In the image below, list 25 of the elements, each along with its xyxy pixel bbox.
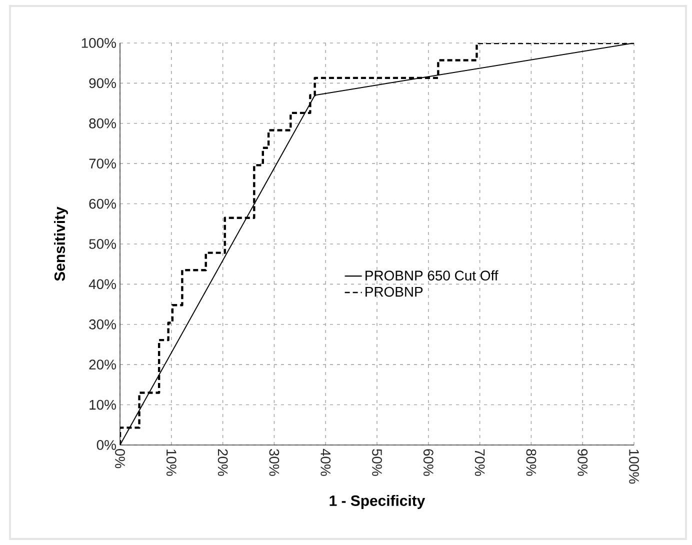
x-axis-title: 1 - Specificity — [330, 495, 426, 509]
y-tick-label: 20% — [89, 360, 116, 370]
y-tick-label: 60% — [89, 198, 116, 209]
y-tick-label: 90% — [89, 78, 116, 88]
x-tick-label: 90% — [578, 449, 588, 476]
y-axis-title: Sensitivity — [54, 206, 68, 281]
legend-label: PROBNP — [366, 286, 423, 297]
x-tick-label: 60% — [423, 449, 434, 476]
x-tick-label: 80% — [526, 449, 536, 476]
x-tick-label: 100% — [629, 450, 639, 484]
y-tick-label: 80% — [89, 118, 116, 128]
x-tick-label: 20% — [218, 449, 228, 476]
x-tick-label: 50% — [372, 449, 382, 476]
y-tick-label: 70% — [89, 158, 116, 169]
x-tick-label: 30% — [269, 449, 280, 476]
y-tick-label: 0% — [96, 440, 116, 450]
x-tick-label: 10% — [166, 450, 176, 476]
y-tick-label: 50% — [89, 239, 116, 249]
x-tick-label: 70% — [474, 449, 485, 476]
legend-label: PROBNP 650 Cut Off — [366, 270, 498, 281]
x-tick-label: 40% — [320, 448, 331, 476]
y-tick-label: 100% — [82, 38, 116, 48]
y-tick-label: 30% — [89, 319, 116, 330]
y-tick-label: 40% — [88, 279, 116, 290]
y-tick-label: 10% — [90, 400, 116, 410]
